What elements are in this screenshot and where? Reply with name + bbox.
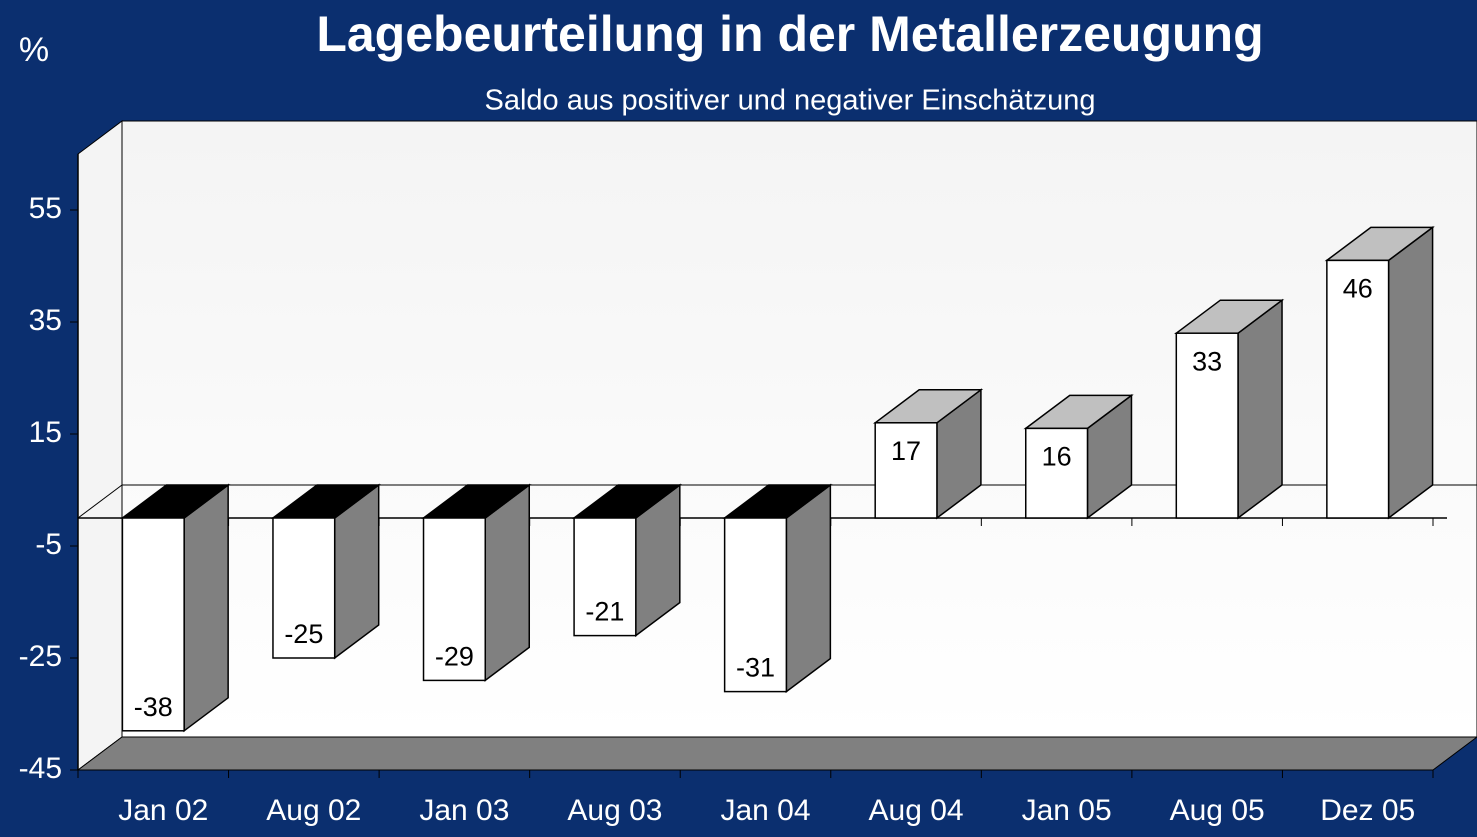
floor [76,736,1477,771]
x-tick-label: Aug 04 [869,794,964,827]
y-tick-label: 35 [29,304,62,337]
x-tick-label: Jan 05 [1022,794,1112,827]
bar [874,422,938,519]
value-label: -38 [134,692,173,722]
bar [1326,259,1390,519]
bar [723,517,788,693]
bar-side [1237,298,1283,520]
y-tick-label: -5 [35,528,62,561]
y-tick-label: -45 [19,752,62,785]
x-tick-label: Aug 03 [567,794,662,827]
value-label: -29 [435,642,474,672]
value-label: -31 [736,653,775,683]
x-tick-label: Dez 05 [1320,794,1415,827]
x-tick-label: Jan 03 [419,794,509,827]
bar [1175,332,1239,519]
bar-side [1387,225,1434,520]
value-label: -21 [585,597,624,627]
y-tick-label: -25 [19,640,62,673]
bar-side [484,483,531,682]
value-label: 33 [1192,346,1222,376]
y-tick-label: 55 [29,192,62,225]
x-tick-label: Aug 05 [1170,794,1265,827]
bar [272,517,336,659]
y-tick-label: 15 [29,416,62,449]
bar [573,517,637,637]
bar [121,517,185,732]
bar [422,517,487,682]
bar-side [785,483,832,694]
value-label: 46 [1343,274,1373,304]
bar-side [183,483,229,733]
x-tick-label: Jan 02 [118,794,208,827]
chart-title: Lagebeurteilung in der Metallerzeugung [316,6,1263,62]
value-label: 17 [891,436,921,466]
bar [1024,427,1089,519]
x-tick-label: Jan 04 [720,794,810,827]
chart-subtitle: Saldo aus positiver und negativer Einsch… [485,85,1096,117]
side-wall [77,120,123,771]
x-tick-label: Aug 02 [266,794,361,827]
value-label: -25 [284,619,323,649]
zero-line-side [77,484,123,519]
y-axis-label: % [19,31,49,69]
value-label: 16 [1042,442,1072,472]
